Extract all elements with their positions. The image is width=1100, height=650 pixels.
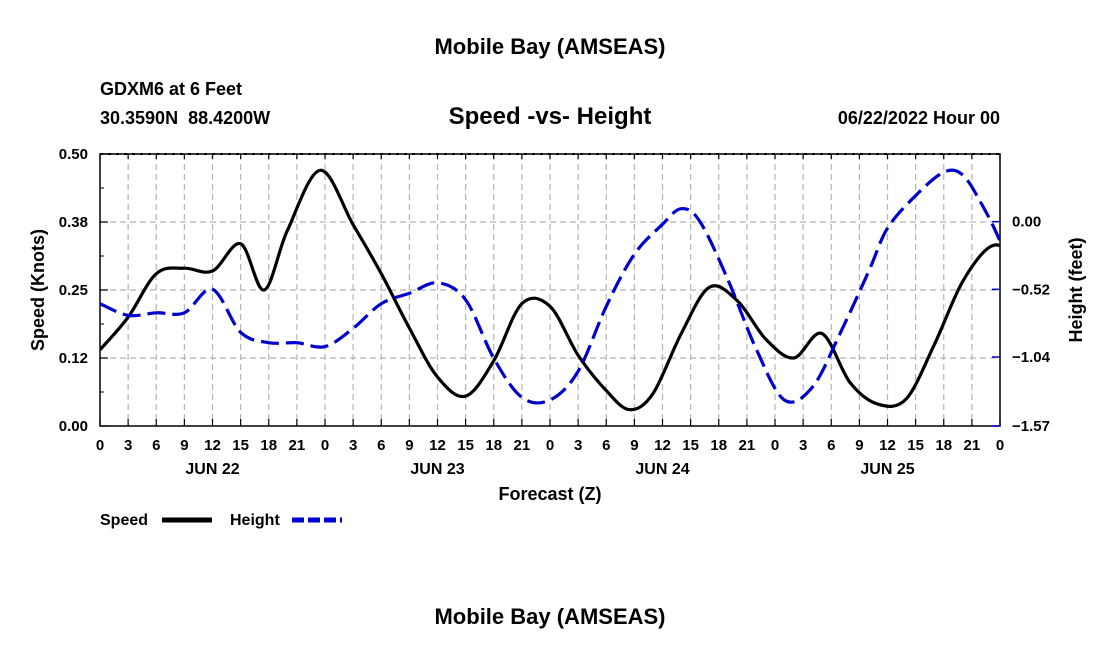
chart-subtitle: Speed -vs- Height <box>449 103 652 130</box>
x-tick-label: 0 <box>996 437 1004 454</box>
y-tick-label: 0.12 <box>59 350 88 367</box>
x-tick-label: 6 <box>377 437 385 454</box>
x-tick-label: 21 <box>964 437 981 454</box>
x-tick-label: 3 <box>124 437 132 454</box>
x-tick-label: 15 <box>682 437 699 454</box>
x-tick-label: 6 <box>602 437 610 454</box>
y-tick-label: 0.50 <box>59 146 88 163</box>
x-tick-label: 6 <box>152 437 160 454</box>
x-axis-label: Forecast (Z) <box>498 484 601 504</box>
x-day-label: JUN 23 <box>410 461 464 478</box>
data-series <box>100 168 1000 412</box>
x-tick-label: 0 <box>771 437 779 454</box>
x-tick-label: 9 <box>180 437 188 454</box>
series-line-height <box>100 168 1000 405</box>
x-tick-label: 18 <box>710 437 727 454</box>
legend: Speed Height <box>100 512 342 529</box>
x-tick-label: 18 <box>485 437 502 454</box>
x-tick-label: 3 <box>799 437 807 454</box>
x-day-label: JUN 24 <box>635 461 689 478</box>
x-tick-label: 21 <box>739 437 756 454</box>
y-tick-label: 0.38 <box>59 214 88 231</box>
x-tick-label: 0 <box>96 437 104 454</box>
y-tick-label: 0.25 <box>59 282 88 299</box>
footer-title: Mobile Bay (AMSEAS) <box>434 604 665 629</box>
x-tick-label: 9 <box>630 437 638 454</box>
x-day-label: JUN 25 <box>860 461 914 478</box>
x-tick-label: 15 <box>232 437 249 454</box>
y2-tick-label: 0.00 <box>1012 214 1041 231</box>
x-tick-label: 12 <box>204 437 221 454</box>
y2-tick-label: −1.57 <box>1012 418 1050 435</box>
forecast-datetime: 06/22/2022 Hour 00 <box>838 108 1000 128</box>
x-tick-label: 0 <box>321 437 329 454</box>
y2-tick-label: −1.04 <box>1012 349 1051 366</box>
x-tick-label: 21 <box>514 437 531 454</box>
x-tick-label: 18 <box>260 437 277 454</box>
x-tick-label: 12 <box>879 437 896 454</box>
station-coords: 30.3590N 88.4200W <box>100 108 270 128</box>
x-tick-label: 12 <box>654 437 671 454</box>
legend-label-speed: Speed <box>100 512 148 529</box>
x-tick-label: 6 <box>827 437 835 454</box>
series-line-speed <box>100 168 1000 412</box>
x-tick-label: 15 <box>457 437 474 454</box>
chart-main-title: Mobile Bay (AMSEAS) <box>434 34 665 59</box>
y-tick-label: 0.00 <box>59 418 88 435</box>
x-tick-label: 15 <box>907 437 924 454</box>
x-tick-label: 9 <box>405 437 413 454</box>
x-day-label: JUN 22 <box>185 461 239 478</box>
axis-ticks: 0 3 6 9 12 15 18 21 0 3 6 9 12 15 18 21 0 3 6 9 12 15 18 21 0 3 6 9… <box>59 146 1051 478</box>
y2-tick-label: −0.52 <box>1012 281 1050 298</box>
legend-label-height: Height <box>230 512 280 529</box>
x-tick-label: 21 <box>289 437 306 454</box>
x-tick-label: 9 <box>855 437 863 454</box>
x-tick-label: 18 <box>935 437 952 454</box>
grid-lines <box>100 154 1000 426</box>
x-tick-label: 3 <box>574 437 582 454</box>
x-tick-label: 12 <box>429 437 446 454</box>
x-tick-label: 3 <box>349 437 357 454</box>
x-tick-label: 0 <box>546 437 554 454</box>
y2-axis-label: Height (feet) <box>1066 238 1086 343</box>
y-axis-label: Speed (Knots) <box>28 229 48 351</box>
station-label: GDXM6 at 6 Feet <box>100 79 242 99</box>
